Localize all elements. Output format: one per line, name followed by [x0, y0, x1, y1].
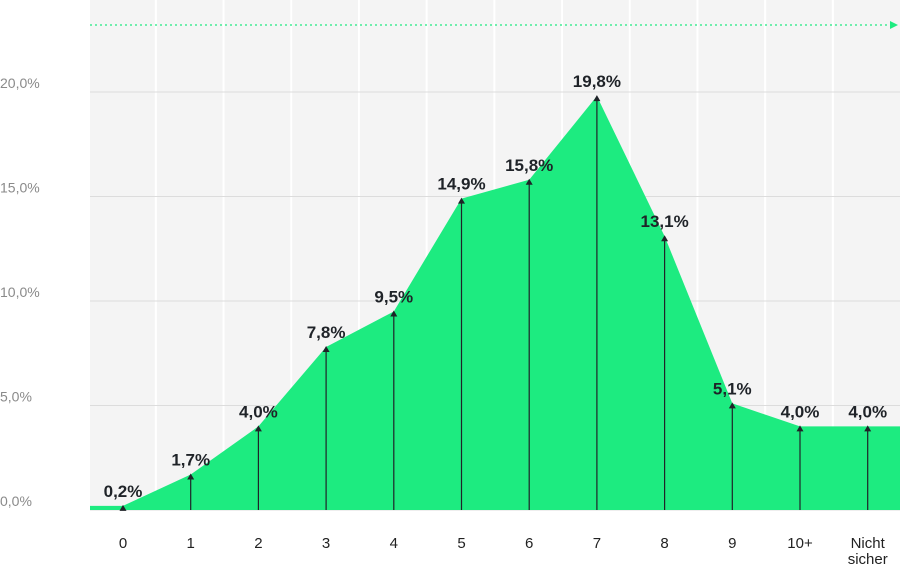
x-tick-label: 9 — [728, 535, 736, 552]
dotted-arrow-head — [890, 21, 898, 29]
value-arrowhead — [322, 345, 330, 352]
data-label: 4,0% — [781, 402, 820, 421]
area-fill — [90, 96, 900, 511]
data-label: 13,1% — [640, 212, 688, 231]
x-tick-label: 7 — [593, 535, 601, 552]
x-tick-label: 0 — [119, 535, 127, 552]
value-arrowhead — [525, 178, 533, 185]
data-labels: 0,2% 1,7% 4,0% 7,8% 9,5% 14,9% 15,8% 19,8% 13,1%… — [104, 72, 887, 501]
x-tick-label: 2 — [254, 535, 262, 552]
y-tick-label: 10,0% — [0, 284, 40, 300]
x-tick-label: 4 — [390, 535, 398, 552]
x-tick-label: 6 — [525, 535, 533, 552]
x-tick-label: 1 — [187, 535, 195, 552]
plot-band — [833, 0, 900, 510]
x-axis-ticks: 0 1 2 3 4 5 6 7 8 9 10+ Nicht sicher — [119, 535, 888, 566]
value-arrowhead — [864, 425, 872, 432]
value-arrowhead — [119, 504, 127, 511]
data-label: 14,9% — [437, 175, 485, 194]
y-tick-label: 5,0% — [0, 389, 32, 405]
value-arrowhead — [593, 95, 601, 102]
data-label: 4,0% — [848, 402, 887, 421]
data-label: 19,8% — [573, 72, 621, 91]
value-arrowhead — [796, 425, 804, 432]
data-label: 7,8% — [307, 323, 346, 342]
x-tick-label: Nicht sicher — [848, 535, 888, 566]
data-label: 0,2% — [104, 482, 143, 501]
value-arrowhead — [187, 473, 195, 480]
x-tick-label: 5 — [457, 535, 465, 552]
data-label: 4,0% — [239, 402, 278, 421]
x-tick-label: 3 — [322, 535, 330, 552]
value-arrowhead — [661, 235, 669, 242]
y-axis-ticks: 0,0% 5,0% 10,0% 15,0% 20,0% — [0, 75, 40, 509]
y-tick-label: 15,0% — [0, 180, 40, 196]
data-label: 5,1% — [713, 379, 752, 398]
value-arrowhead — [728, 402, 736, 409]
plot-band — [156, 0, 223, 510]
value-arrowhead — [254, 425, 262, 432]
value-stems — [119, 95, 872, 511]
data-label: 9,5% — [374, 287, 413, 306]
y-tick-label: 0,0% — [0, 493, 32, 509]
x-tick-label: 10+ — [787, 535, 813, 552]
value-arrowhead — [390, 310, 398, 317]
dotted-arrow — [90, 21, 898, 29]
data-label: 15,8% — [505, 156, 553, 175]
x-tick-label: 8 — [660, 535, 668, 552]
value-arrowhead — [458, 197, 465, 204]
plot-band — [90, 0, 155, 510]
y-tick-label: 20,0% — [0, 75, 40, 91]
data-label: 1,7% — [171, 450, 210, 469]
area-series — [90, 96, 900, 511]
